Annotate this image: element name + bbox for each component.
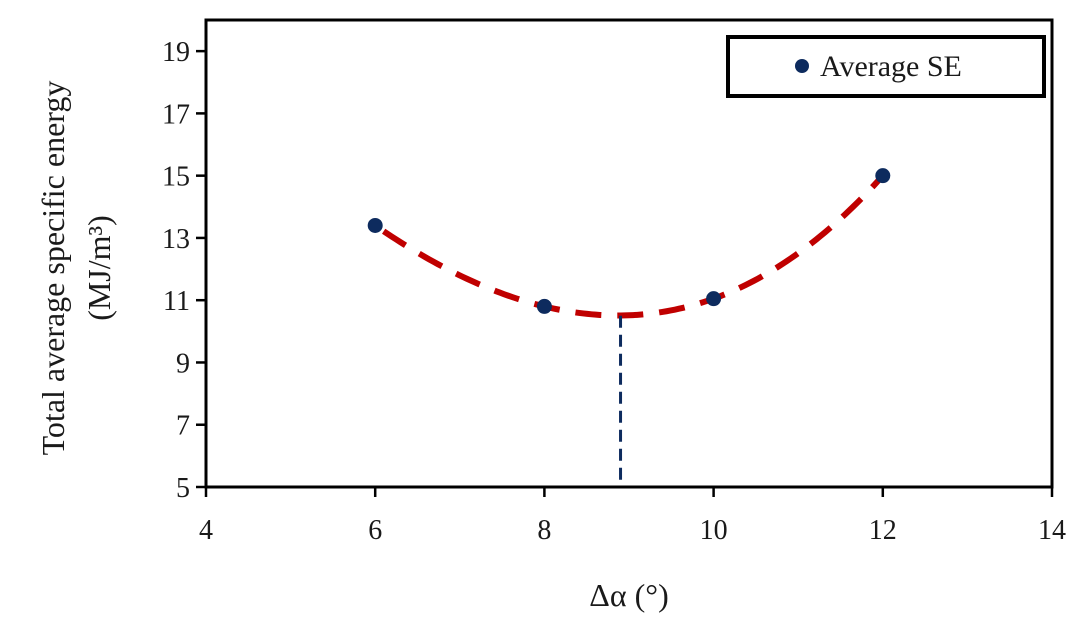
data-point [706,291,722,307]
x-tick-label: 12 [869,515,897,546]
legend: Average SE [726,35,1046,98]
legend-label: Average SE [820,50,962,83]
x-tick-label: 8 [537,515,551,546]
plot-area-frame [204,18,1054,489]
data-point [367,217,383,233]
x-tick-label: 6 [368,515,382,546]
y-tick-label: 11 [163,286,190,317]
x-tick-label: 14 [1038,515,1066,546]
y-tick-label: 19 [162,37,190,68]
y-axis-title-line2: (MJ/m³) [81,215,117,321]
y-axis-title-line1: Total average specific energy [35,81,71,456]
trendline-layer [382,173,886,319]
data-point [875,168,891,184]
x-axis-ticks: 4 6 8 10 12 14 [199,487,1066,546]
legend-box [726,35,1046,98]
data-point [536,298,552,314]
y-tick-label: 7 [176,411,190,442]
x-axis-title: Δα (°) [589,577,668,613]
legend-marker [795,59,809,73]
y-tick-label: 9 [176,348,190,379]
y-axis-title: Total average specific energy (MJ/m³) [35,81,117,456]
y-tick-label: 17 [162,99,190,130]
y-tick-label: 15 [162,162,190,193]
trendline [382,173,886,319]
y-tick-label: 5 [176,473,190,504]
x-tick-label: 4 [199,515,213,546]
y-tick-label: 13 [162,224,190,255]
y-axis-ticks: 5 7 9 11 13 15 17 19 [162,37,206,504]
data-points-layer [367,168,891,314]
x-tick-label: 10 [700,515,728,546]
